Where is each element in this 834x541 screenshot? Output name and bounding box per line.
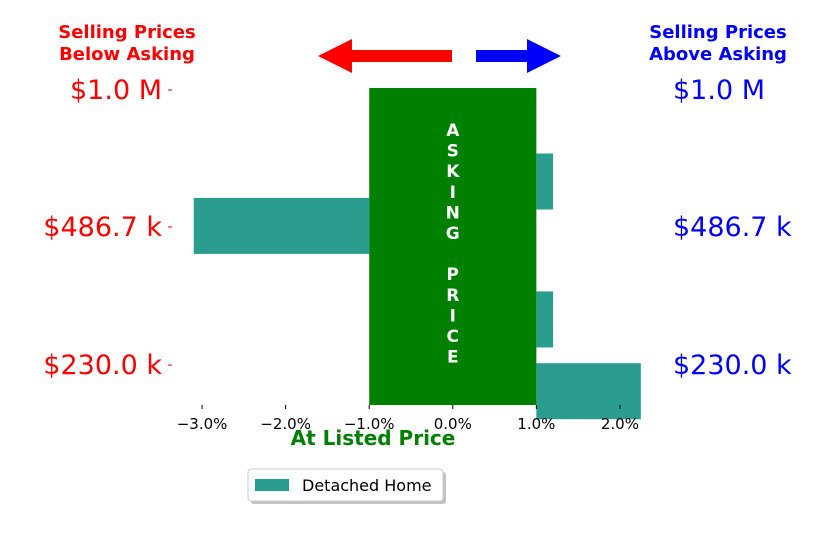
x-tick-label: −1.0%	[344, 415, 395, 433]
asking-price-letter: P	[447, 265, 459, 285]
bar	[193, 197, 370, 254]
right-header-line: Selling Prices	[649, 22, 786, 43]
direction-arrows	[318, 39, 561, 73]
y-axis-left: $1.0 M $486.7 k $230.0 k	[43, 75, 172, 381]
asking-price-letter: R	[446, 286, 459, 306]
asking-price-letter: G	[446, 224, 460, 244]
asking-price-letter: N	[446, 203, 460, 223]
legend-frame	[247, 468, 444, 502]
left-header-line: Below Asking	[59, 44, 195, 65]
y-tick-label-right: $230.0 k	[673, 350, 792, 381]
x-tick-label: 2.0%	[601, 415, 639, 433]
asking-price-letter: C	[447, 327, 459, 347]
x-axis-label: At Listed Price	[291, 426, 456, 450]
left-arrow-icon	[318, 39, 452, 73]
x-tick-label: 1.0%	[517, 415, 555, 433]
asking-price-letter: K	[446, 162, 460, 182]
right-header-line: Above Asking	[649, 44, 787, 65]
asking-price-letter: S	[447, 142, 459, 162]
legend-swatch	[255, 479, 289, 491]
y-tick-label-right: $1.0 M	[673, 75, 765, 106]
bar	[536, 153, 554, 210]
y-tick-label-left: $486.7 k	[43, 212, 162, 243]
asking-price-letter: I	[450, 306, 456, 326]
x-tick-label: −3.0%	[177, 415, 228, 433]
bar	[536, 363, 641, 420]
right-arrow-icon	[476, 39, 561, 73]
asking-price-band	[369, 88, 537, 405]
x-tick-label: 0.0%	[434, 415, 472, 433]
legend: Detached Home	[247, 468, 446, 504]
bar	[536, 291, 554, 348]
y-tick-label-left: $230.0 k	[43, 350, 162, 381]
asking-price-letter: E	[447, 348, 459, 368]
left-header-line: Selling Prices	[58, 22, 195, 43]
x-tick-label: −2.0%	[260, 415, 311, 433]
y-tick-label-left: $1.0 M	[70, 75, 162, 106]
legend-label: Detached Home	[302, 476, 432, 495]
y-axis-right: $1.0 M $486.7 k $230.0 k	[673, 75, 792, 381]
y-tick-label-right: $486.7 k	[673, 212, 792, 243]
x-axis: −3.0% −2.0% −1.0% 0.0% 1.0% 2.0%	[177, 405, 639, 433]
asking-price-letter: A	[446, 121, 460, 141]
asking-price-letter: I	[450, 183, 456, 203]
bars	[193, 153, 641, 420]
